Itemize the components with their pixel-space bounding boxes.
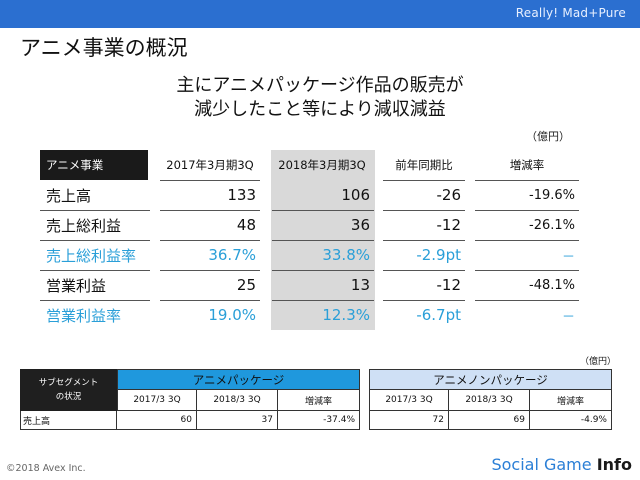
cell-yoy: -12	[436, 276, 462, 294]
header-yoy: 前年同期比	[395, 158, 453, 172]
row-separator	[40, 300, 580, 301]
headline-line-2: 減少したこと等により減収減益	[194, 99, 446, 120]
subsegment-header-line2: の状況	[55, 392, 82, 402]
unit-label: （億円）	[526, 130, 570, 143]
sub-cell: 60	[117, 411, 197, 430]
sub-cell: 37	[197, 411, 278, 430]
cell-rate: -19.6%	[529, 187, 575, 203]
site-logo: Social Game Info	[491, 455, 632, 474]
sub-col-2017: 2017/3 3Q	[369, 390, 449, 411]
sub-col-rate: 増減率	[278, 390, 360, 411]
cell-2017: 19.0%	[208, 306, 256, 324]
subsegment-header-line1: サブセグメント	[38, 378, 99, 388]
row-label: 売上総利益	[46, 216, 122, 235]
cell-2018: 13	[350, 276, 370, 294]
row-separator	[40, 180, 580, 181]
sub-col-rate: 増減率	[530, 390, 612, 411]
logo-text-bold: Info	[596, 455, 632, 474]
header-segment: アニメ事業	[40, 150, 148, 180]
cell-yoy: -6.7pt	[416, 306, 461, 324]
cell-2018: 33.8%	[322, 246, 370, 264]
cell-2017: 133	[227, 186, 256, 204]
subsegment-header: サブセグメント の状況	[20, 369, 117, 411]
sub-col-2018: 2018/3 3Q	[197, 390, 278, 411]
sub-cell: 72	[369, 411, 449, 430]
cell-rate: －	[561, 309, 575, 325]
row-label: 営業利益率	[46, 306, 122, 325]
row-separator	[40, 240, 580, 241]
copyright: ©2018 Avex Inc.	[6, 463, 86, 474]
cell-2018: 106	[341, 186, 370, 204]
sub-cell: -4.9%	[530, 411, 612, 430]
cell-yoy: -2.9pt	[416, 246, 461, 264]
header-rate: 増減率	[509, 158, 545, 172]
logo-text: Social Game	[491, 455, 597, 474]
row-label: 営業利益	[46, 276, 107, 295]
row-separator	[40, 210, 580, 211]
cell-rate: -26.1%	[529, 217, 575, 233]
cell-2018: 12.3%	[322, 306, 370, 324]
header-2018: 2018年3月期3Q	[278, 158, 366, 172]
brand-tagline: Really! Mad+Pure	[515, 6, 626, 20]
header-2017: 2017年3月期3Q	[166, 158, 254, 172]
row-separator	[40, 270, 580, 271]
cell-2017: 36.7%	[208, 246, 256, 264]
cell-2017: 48	[236, 216, 256, 234]
cell-rate: -48.1%	[529, 277, 575, 293]
sub-cell: 69	[449, 411, 530, 430]
unit-label-sub: （億円）	[580, 357, 617, 367]
cell-yoy: -12	[436, 216, 462, 234]
row-label: 売上総利益率	[46, 246, 137, 265]
group-header-package: アニメパッケージ	[117, 369, 360, 390]
top-bar: Really! Mad+Pure	[0, 0, 640, 28]
cell-2017: 25	[236, 276, 256, 294]
sub-cell: -37.4%	[278, 411, 360, 430]
cell-rate: －	[561, 249, 575, 265]
cell-2018: 36	[350, 216, 370, 234]
row-label: 売上高	[46, 186, 92, 205]
cell-yoy: -26	[436, 186, 462, 204]
sub-col-2018: 2018/3 3Q	[449, 390, 530, 411]
page-title: アニメ事業の概況	[20, 36, 188, 60]
headline-line-1: 主にアニメパッケージ作品の販売が	[176, 75, 464, 96]
sub-col-2017: 2017/3 3Q	[117, 390, 197, 411]
group-header-nonpackage: アニメノンパッケージ	[369, 369, 612, 390]
sub-row-label: 売上高	[20, 411, 117, 430]
